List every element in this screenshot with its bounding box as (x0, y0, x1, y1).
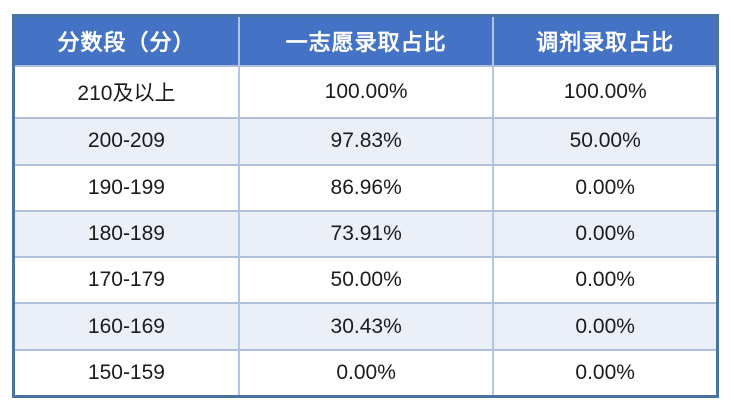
cell-score-range: 200-209 (87, 129, 165, 153)
table-row: 200-209 97.83% 50.00% (15, 117, 716, 164)
cell-score-range: 150-159 (87, 360, 165, 384)
table-row: 210及以上 100.00% 100.00% (15, 65, 716, 118)
cell-first-choice: 0.00% (237, 350, 492, 395)
cell-adjustment: 0.00% (492, 165, 716, 210)
header-first-choice-ratio: 一志愿录取占比 (237, 17, 492, 65)
cell-adjustment: 0.00% (492, 258, 716, 303)
cell-score-range: 190-199 (87, 175, 165, 199)
cell-adjustment: 0.00% (492, 350, 716, 395)
score-distribution-table: 分数段（分） 一志愿录取占比 调剂录取占比 210及以上 100.00% 100… (12, 14, 719, 398)
cell-first-choice: 100.00% (237, 67, 492, 118)
table-header-row: 分数段（分） 一志愿录取占比 调剂录取占比 (15, 17, 716, 65)
cell-first-choice: 50.00% (237, 258, 492, 303)
cell-score-range: 170-179 (87, 268, 165, 292)
table-row: 180-189 73.91% 0.00% (15, 209, 716, 257)
cell-adjustment: 50.00% (492, 119, 716, 164)
cell-first-choice: 97.83% (237, 119, 492, 164)
cell-adjustment: 0.00% (492, 304, 716, 349)
cell-score-range: 180-189 (87, 221, 165, 245)
cell-score-range: 160-169 (87, 314, 165, 338)
header-adjustment-ratio: 调剂录取占比 (492, 17, 716, 65)
table-row: 160-169 30.43% 0.00% (15, 302, 716, 349)
cell-first-choice: 30.43% (237, 304, 492, 349)
cell-adjustment: 0.00% (492, 211, 716, 257)
table-row: 150-159 0.00% 0.00% (15, 348, 716, 395)
cell-score-range: 210及以上 (77, 82, 176, 106)
cell-adjustment: 100.00% (492, 67, 716, 118)
table-row: 190-199 86.96% 0.00% (15, 163, 716, 210)
header-score-range: 分数段（分） (57, 30, 196, 55)
table-row: 170-179 50.00% 0.00% (15, 256, 716, 303)
cell-first-choice: 86.96% (237, 165, 492, 210)
cell-first-choice: 73.91% (237, 211, 492, 257)
